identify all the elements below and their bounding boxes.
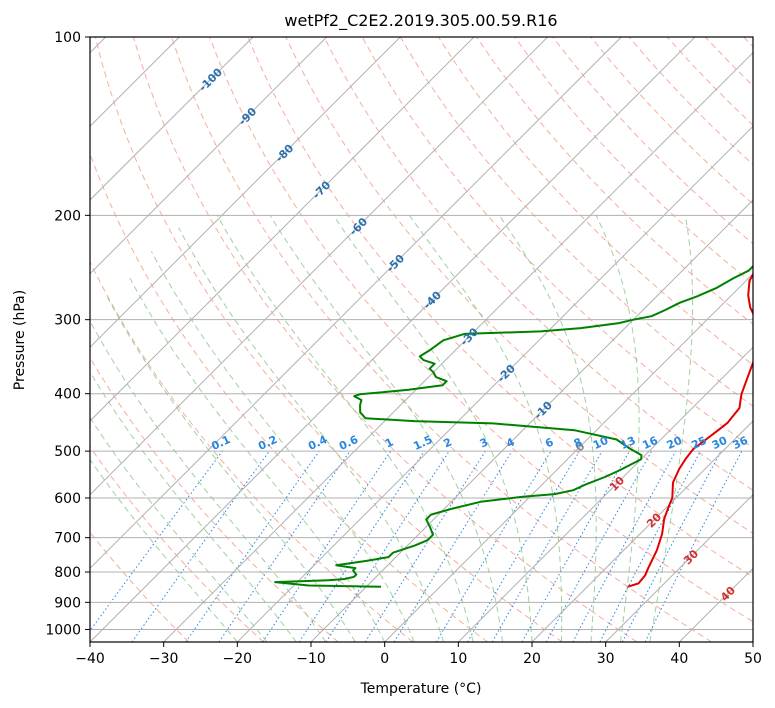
mixing-ratio-line (325, 450, 450, 642)
x-axis-ticks: −40 −30 −20 −10 0 10 20 30 40 50 (75, 642, 762, 667)
plot-frame (89, 36, 754, 643)
moist-adiabat-line (90, 458, 238, 642)
x-tick-label: 30 (597, 651, 615, 667)
moist-adiabat-line (595, 215, 640, 642)
mixing-ratio-line (521, 450, 630, 642)
guide-lines (90, 37, 753, 642)
isotherm-line (90, 37, 328, 275)
mixing-ratio-line (644, 450, 743, 642)
y-tick-label: 600 (54, 491, 81, 507)
mixing-ratio-label: 36 (731, 434, 751, 452)
dry-adiabat-line (323, 37, 753, 491)
y-axis-ticks: 100 200 300 400 500 600 700 800 900 1000 (45, 30, 90, 638)
y-tick-label: 100 (54, 30, 81, 46)
isotherm-line (531, 420, 753, 642)
mixing-ratio-line (131, 450, 270, 642)
plot-background (90, 37, 753, 642)
y-tick-label: 500 (54, 444, 81, 460)
x-tick-label: −20 (223, 651, 253, 667)
mixing-ratio-label: 25 (689, 434, 708, 452)
moist-adiabat-line (150, 251, 415, 642)
x-tick-label: 10 (449, 651, 467, 667)
y-axis-title: Pressure (hPa) (12, 290, 28, 390)
y-tick-label: 200 (54, 208, 81, 224)
profile-line (627, 272, 753, 588)
dry-adiabat-line (171, 37, 712, 642)
y-tick-label: 900 (54, 595, 81, 611)
moist-adiabat-line (216, 215, 474, 642)
moist-adiabat-line (90, 416, 268, 642)
mixing-ratio-line (218, 450, 351, 642)
moist-adiabat-line (269, 215, 503, 642)
mixing-ratio-label: 16 (640, 434, 660, 452)
profile-line (274, 264, 753, 588)
dry-adiabat-line (209, 37, 753, 623)
moist-adiabat-line (408, 215, 563, 642)
dry-adiabat-line (476, 37, 753, 325)
x-tick-label: 0 (380, 651, 389, 667)
x-axis-title: Temperature (°C) (360, 681, 482, 697)
isotherm-line (90, 37, 254, 201)
dry-adiabat-line (247, 37, 753, 578)
mixing-ratio-line (393, 450, 513, 642)
isotherm-line (163, 51, 753, 642)
moist-adiabat-line (332, 215, 533, 642)
chart-title: wetPf2_C2E2.2019.305.00.59.R16 (284, 11, 557, 31)
x-tick-label: −40 (75, 651, 105, 667)
dry-adiabat-line (132, 37, 638, 642)
x-tick-label: 20 (523, 651, 541, 667)
mixing-ratio-label: 13 (618, 434, 637, 452)
x-tick-label: 40 (670, 651, 688, 667)
dry-adiabat-line (90, 356, 339, 642)
isotherm-line (310, 199, 753, 642)
isotherm-line (90, 37, 622, 570)
x-tick-label: −10 (296, 651, 326, 667)
mixing-ratio-line (90, 450, 223, 632)
moist-adiabat-line (106, 297, 356, 642)
x-tick-label: −30 (149, 651, 179, 667)
isotherm-line (90, 37, 696, 642)
y-tick-label: 300 (54, 313, 81, 329)
mixing-ratio-label: 10 (591, 434, 611, 452)
isotherm-line (605, 493, 753, 642)
mixing-ratio-line (262, 450, 392, 642)
isotherm-line (236, 125, 753, 642)
dry-adiabat-line (285, 37, 753, 535)
moist-adiabat-line (90, 320, 327, 642)
isotherm-line (752, 641, 753, 642)
dry-adiabat-line (94, 37, 563, 642)
moist-adiabat-line (649, 215, 694, 642)
y-tick-label: 400 (54, 387, 81, 403)
moist-adiabat-line (90, 370, 297, 642)
y-tick-label: 700 (54, 531, 81, 547)
mixing-ratio-label: 20 (665, 434, 685, 452)
dry-adiabat-line (90, 260, 414, 642)
profile-series (274, 264, 753, 588)
x-tick-label: 50 (744, 651, 762, 667)
y-tick-label: 800 (54, 565, 81, 581)
isotherm-line (90, 37, 549, 496)
mixing-ratio-line (185, 450, 320, 642)
y-tick-label: 1000 (45, 622, 81, 638)
isotherm-line (90, 37, 401, 349)
isotherm-line (384, 272, 753, 642)
mixing-ratio-label: 30 (710, 434, 730, 452)
mixing-ratio-line (545, 450, 653, 642)
isotherm-line (90, 37, 475, 422)
dry-adiabat-line (90, 446, 264, 642)
isotherm-line (457, 346, 753, 642)
mixing-ratio-line (572, 450, 677, 642)
